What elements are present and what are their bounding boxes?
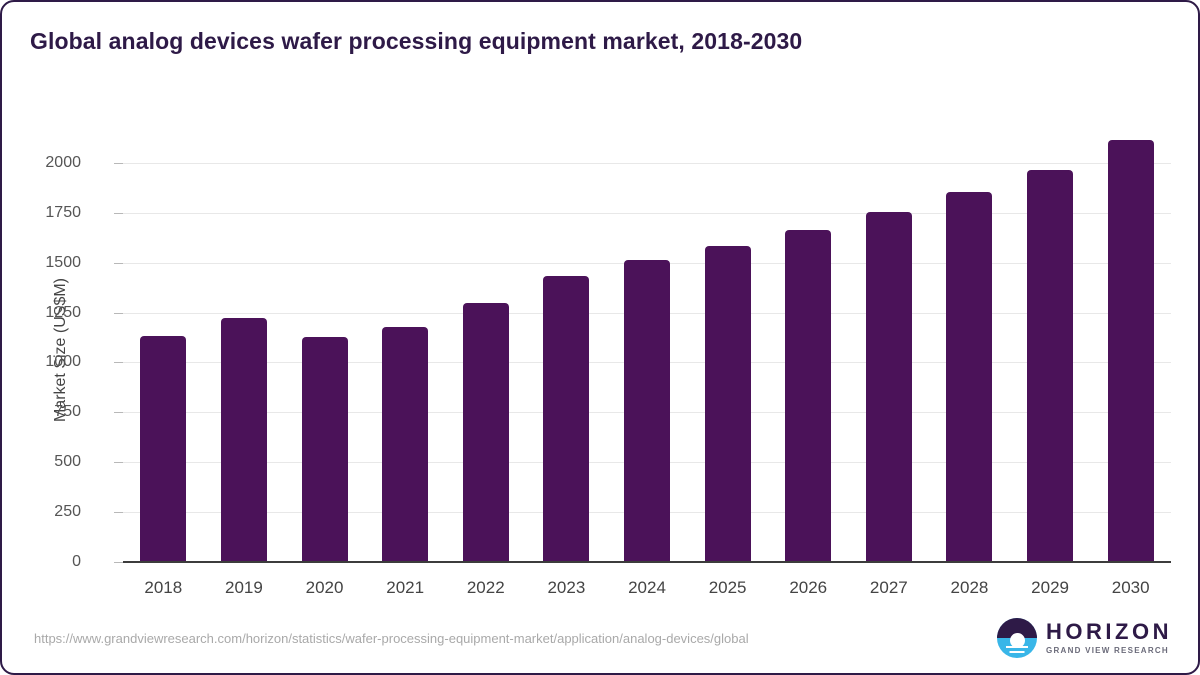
x-tick-label: 2026 [789,578,828,597]
y-tick-mark [114,312,123,314]
bar[interactable] [623,260,670,562]
y-tick-mark [114,262,123,264]
bar[interactable] [140,335,187,562]
bar[interactable] [1027,169,1074,562]
y-tick-label: 250 [54,503,81,521]
bar[interactable] [543,275,590,562]
bar-slot [284,138,365,562]
bar-slot [526,138,607,562]
bar-slot [1090,138,1171,562]
y-tick-label: 1000 [45,353,81,371]
y-tick-mark [114,462,123,464]
source-url[interactable]: https://www.grandviewresearch.com/horizo… [34,631,749,646]
bar-slot [204,138,285,562]
y-axis-title: Market Size (US$M) [52,277,69,423]
bar[interactable] [785,229,832,562]
bar-slot [687,138,768,562]
gridline [123,162,1171,164]
bar[interactable] [704,246,751,562]
bar[interactable] [1107,140,1154,562]
y-tick-mark [114,162,123,164]
logo-wordmark: HORIZON [1046,619,1172,644]
bar[interactable] [301,336,348,562]
logo-text: HORIZON GRAND VIEW RESEARCH [1046,621,1172,655]
x-axis-line [123,561,1171,563]
gridline [123,212,1171,214]
x-tick-label: 2022 [466,578,505,597]
y-tick-mark [114,562,123,563]
bar[interactable] [382,326,429,562]
y-tick-mark [114,512,123,514]
logo-subtitle: GRAND VIEW RESEARCH [1046,646,1169,655]
x-tick-label: 2027 [869,578,908,597]
horizon-logo: HORIZON GRAND VIEW RESEARCH [997,618,1172,658]
x-tick-label: 2023 [547,578,586,597]
bar[interactable] [462,303,509,562]
y-tick-label: 0 [72,553,81,570]
x-tick-label: 2029 [1031,578,1069,597]
x-tick-label: 2021 [386,578,425,597]
horizon-sun-icon [997,618,1038,658]
page-title: Global analog devices wafer processing e… [30,28,803,54]
bar-slot [123,138,204,562]
bar[interactable] [946,192,993,562]
y-tick-label: 750 [54,403,81,421]
y-tick-mark [114,362,123,364]
y-tick-label: 1750 [45,203,81,221]
bar-slot [445,138,526,562]
bar-slot [929,138,1010,562]
bar-slot [607,138,688,562]
y-tick-mark [114,212,123,214]
bar-slot [768,138,849,562]
bar-slot [365,138,446,562]
y-tick-mark [114,412,123,414]
bar-slot [849,138,930,562]
x-tick-label: 2025 [708,578,747,597]
y-tick-label: 500 [54,453,81,471]
x-tick-label: 2028 [950,578,989,597]
y-tick-label: 2000 [45,153,81,171]
bar-slot [1010,138,1091,562]
x-tick-label: 2018 [144,578,183,597]
bar[interactable] [865,212,912,562]
x-tick-label: 2030 [1111,578,1150,597]
y-tick-label: 1250 [45,303,81,321]
bar[interactable] [220,318,267,562]
x-tick-label: 2024 [628,578,666,597]
y-tick-label: 1500 [45,253,81,271]
plot-area: Market Size (US$M) 0 250 500 750 1000 1250 150… [45,138,1171,597]
x-tick-label: 2020 [305,578,344,597]
x-tick-label: 2019 [225,578,263,597]
